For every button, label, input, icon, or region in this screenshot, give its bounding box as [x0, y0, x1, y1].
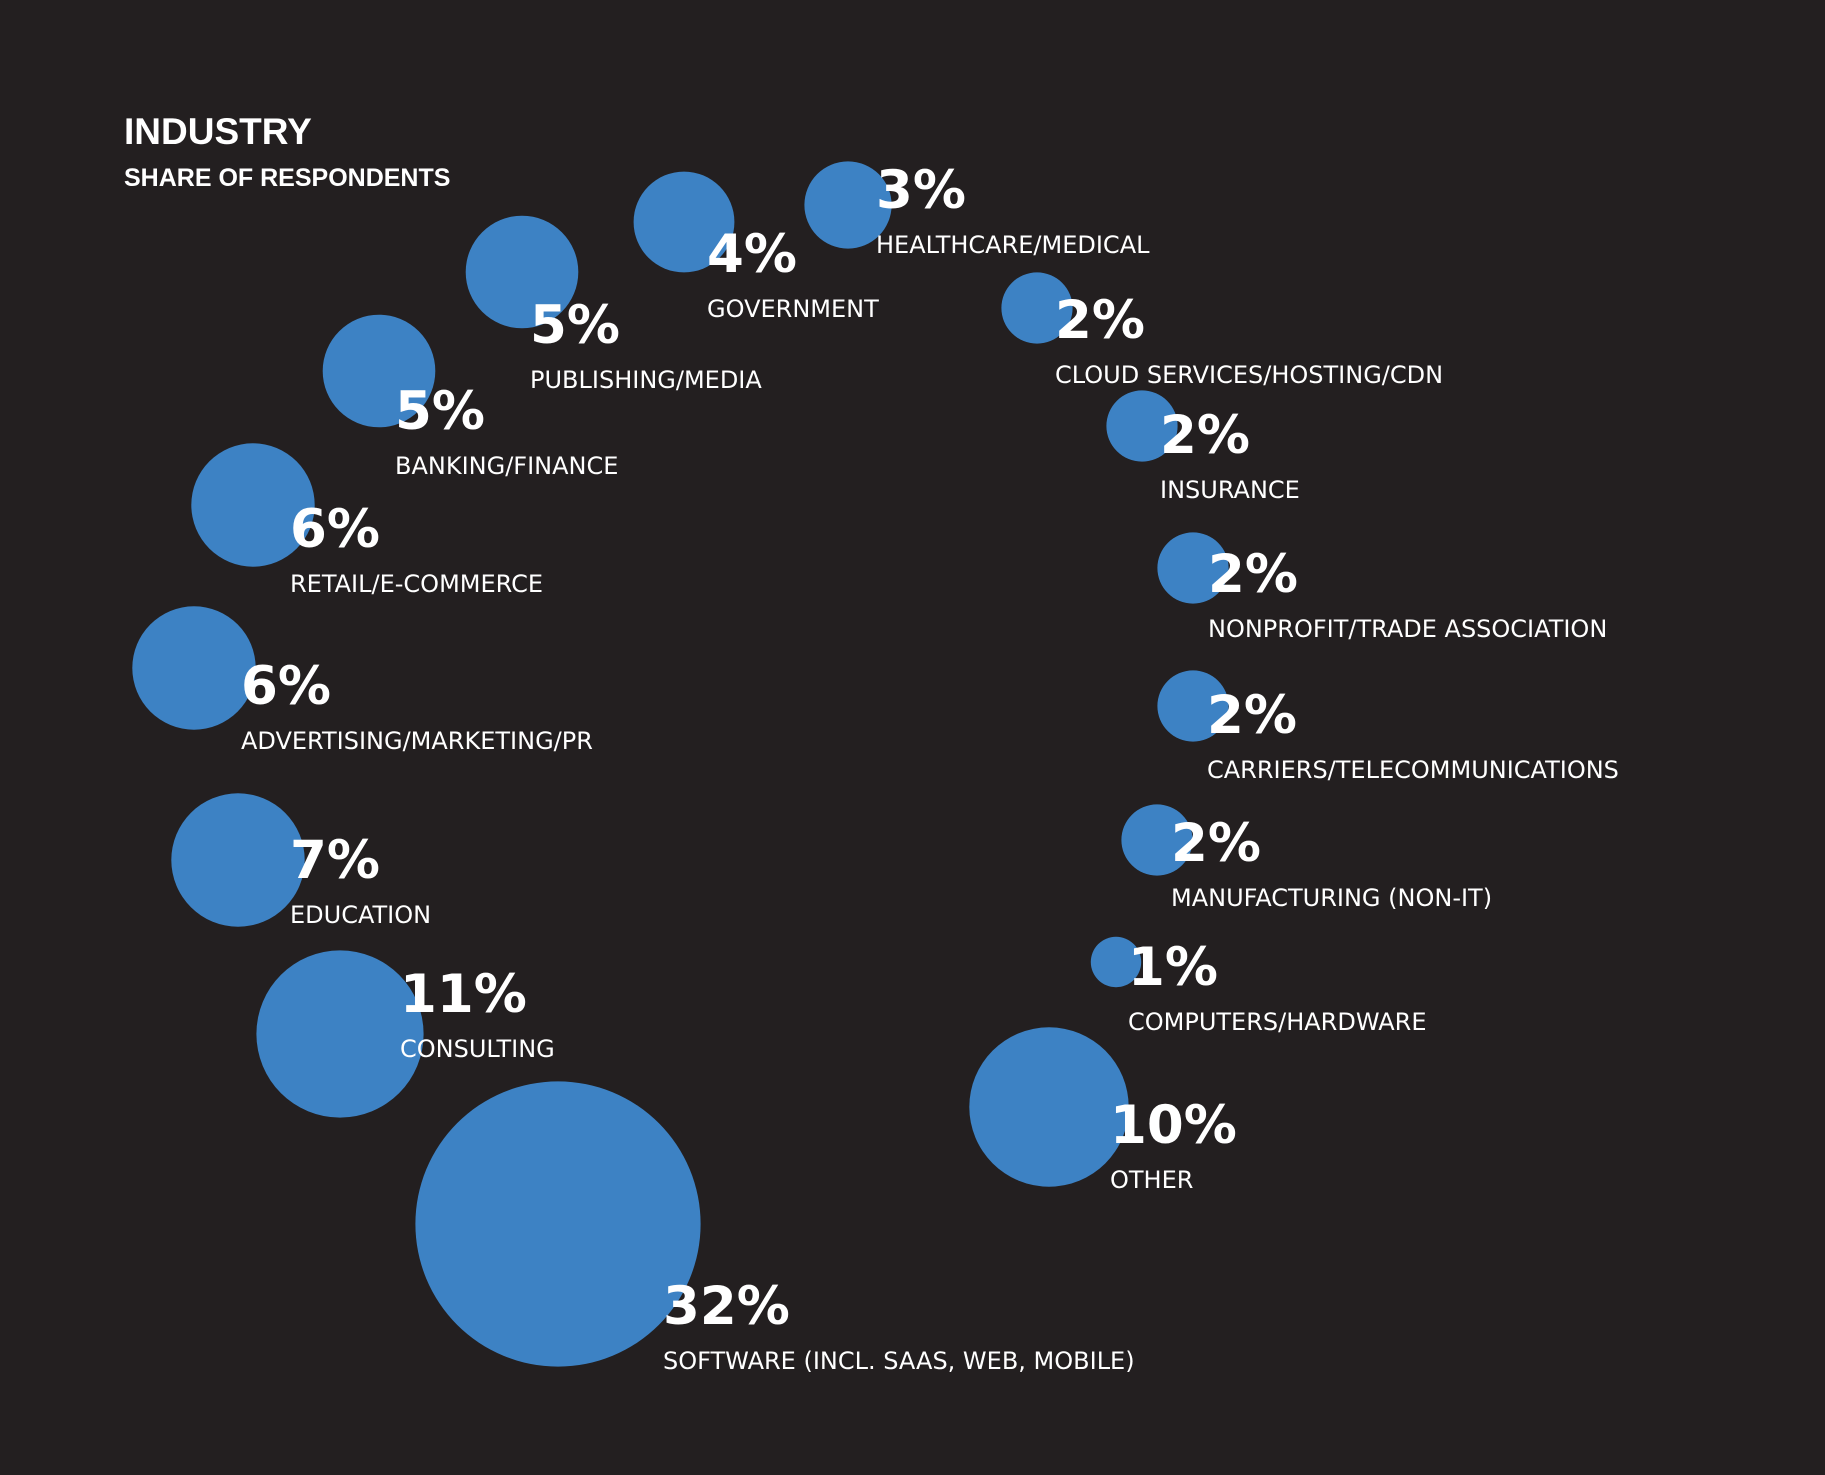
value-label-other: 10%	[1110, 1095, 1237, 1156]
bubble-consulting	[256, 950, 424, 1118]
value-label-software-incl-saas-web-mobile: 32%	[663, 1276, 790, 1337]
category-label-government: GOVERNMENT	[707, 295, 879, 323]
category-label-manufacturing-non-it: MANUFACTURING (NON-IT)	[1171, 884, 1492, 912]
category-label-banking-finance: BANKING/FINANCE	[395, 452, 618, 480]
bubble-publishing-media	[465, 215, 579, 329]
bubble-insurance	[1106, 390, 1178, 462]
bubble-software-incl-saas-web-mobile	[415, 1081, 701, 1367]
category-label-education: EDUCATION	[290, 901, 431, 929]
category-label-carriers-telecommunications: CARRIERS/TELECOMMUNICATIONS	[1207, 756, 1619, 784]
bubble-other	[969, 1027, 1129, 1187]
bubble-government	[633, 171, 735, 273]
value-label-cloud-services-hosting-cdn: 2%	[1055, 290, 1145, 351]
bubble-nonprofit-trade-association	[1157, 532, 1229, 604]
value-label-nonprofit-trade-association: 2%	[1208, 544, 1298, 605]
value-label-manufacturing-non-it: 2%	[1171, 813, 1261, 874]
bubble-carriers-telecommunications	[1157, 670, 1229, 742]
bubble-banking-finance	[322, 314, 436, 428]
category-label-cloud-services-hosting-cdn: CLOUD SERVICES/HOSTING/CDN	[1055, 361, 1443, 389]
value-label-advertising-marketing-pr: 6%	[241, 656, 331, 717]
value-label-government: 4%	[707, 224, 797, 285]
bubble-cloud-services-hosting-cdn	[1001, 272, 1073, 344]
chart-subtitle: SHARE OF RESPONDENTS	[124, 164, 450, 192]
bubble-computers-hardware	[1090, 936, 1142, 988]
bubble-advertising-marketing-pr	[132, 606, 256, 730]
bubble-retail-e-commerce	[191, 443, 315, 567]
value-label-insurance: 2%	[1160, 405, 1250, 466]
category-label-computers-hardware: COMPUTERS/HARDWARE	[1128, 1008, 1427, 1036]
value-label-retail-e-commerce: 6%	[290, 499, 380, 560]
value-label-carriers-telecommunications: 2%	[1207, 685, 1297, 746]
chart-title: INDUSTRY	[124, 111, 312, 152]
value-label-banking-finance: 5%	[395, 381, 485, 442]
value-label-healthcare-medical: 3%	[876, 160, 966, 221]
label-group: 32% SOFTWARE (INCL. SAAS, WEB, MOBILE) 11%…	[241, 160, 1619, 1375]
value-label-publishing-media: 5%	[530, 295, 620, 356]
category-label-retail-e-commerce: RETAIL/E-COMMERCE	[290, 570, 543, 598]
category-label-software-incl-saas-web-mobile: SOFTWARE (INCL. SAAS, WEB, MOBILE)	[663, 1347, 1135, 1375]
value-label-consulting: 11%	[400, 964, 527, 1025]
bubble-group	[132, 161, 1229, 1367]
category-label-healthcare-medical: HEALTHCARE/MEDICAL	[876, 231, 1150, 259]
category-label-other: OTHER	[1110, 1166, 1193, 1194]
chart-header: INDUSTRY SHARE OF RESPONDENTS	[124, 111, 450, 192]
category-label-publishing-media: PUBLISHING/MEDIA	[530, 366, 762, 394]
bubble-manufacturing-non-it	[1121, 804, 1193, 876]
bubble-education	[171, 793, 305, 927]
category-label-insurance: INSURANCE	[1160, 476, 1300, 504]
category-label-nonprofit-trade-association: NONPROFIT/TRADE ASSOCIATION	[1208, 615, 1607, 643]
category-label-consulting: CONSULTING	[400, 1035, 555, 1063]
category-label-advertising-marketing-pr: ADVERTISING/MARKETING/PR	[241, 727, 593, 755]
bubble-healthcare-medical	[804, 161, 892, 249]
value-label-computers-hardware: 1%	[1128, 937, 1218, 998]
value-label-education: 7%	[290, 830, 380, 891]
